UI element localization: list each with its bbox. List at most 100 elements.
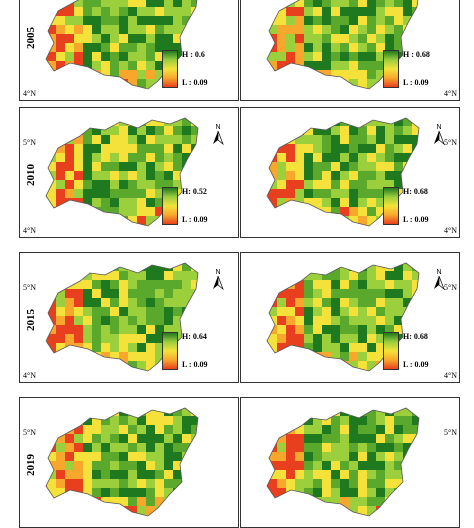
map-cell xyxy=(101,52,110,61)
map-cell xyxy=(304,398,313,407)
map-cell xyxy=(286,470,295,479)
map-cell xyxy=(304,370,313,371)
map-cell xyxy=(430,225,439,234)
map-cell xyxy=(277,452,286,461)
map-cell xyxy=(385,25,394,34)
map-cell xyxy=(439,207,448,216)
map-cell xyxy=(164,398,173,407)
map-cell xyxy=(164,443,173,452)
map-cell xyxy=(412,126,419,135)
map-cell xyxy=(137,144,146,153)
map-cell xyxy=(331,52,340,61)
map-cell xyxy=(394,88,403,89)
map-cell xyxy=(394,7,403,16)
map-cell xyxy=(119,43,128,52)
map-cell xyxy=(277,153,286,162)
map-cell xyxy=(92,316,101,325)
map-cell xyxy=(295,398,304,407)
map-cell xyxy=(448,506,457,515)
map-cell xyxy=(241,16,250,25)
map-cell xyxy=(241,52,250,61)
map-cell xyxy=(322,370,331,371)
map-cell xyxy=(250,452,259,461)
map-cell xyxy=(277,488,286,497)
map-cell xyxy=(403,171,412,180)
map-cell xyxy=(340,118,349,126)
map-cell xyxy=(155,497,164,506)
map-cell xyxy=(74,171,83,180)
map-cell xyxy=(322,461,331,470)
map-cell xyxy=(304,316,313,325)
map-cell xyxy=(164,470,173,479)
map-cell xyxy=(209,153,218,162)
map-cell xyxy=(146,216,155,225)
map-cell xyxy=(83,434,92,443)
map-cell xyxy=(110,43,119,52)
map-cell xyxy=(119,135,128,144)
map-cell xyxy=(46,153,47,162)
map-cell xyxy=(439,316,448,325)
map-cell xyxy=(83,524,92,528)
map-cell xyxy=(47,135,56,144)
map-cell xyxy=(218,334,227,343)
map-cell xyxy=(430,361,439,370)
map-cell xyxy=(56,289,65,298)
map-cell xyxy=(101,461,110,470)
map-cell xyxy=(430,370,439,379)
legend-low-label: L : 0.09 xyxy=(182,215,208,224)
map-cell xyxy=(46,461,47,470)
map-cell xyxy=(340,43,349,52)
map-cell xyxy=(277,497,286,506)
map-cell xyxy=(146,144,155,153)
map-cell xyxy=(403,118,412,126)
map-cell xyxy=(313,234,322,238)
map-cell xyxy=(268,207,277,216)
map-cell xyxy=(385,225,394,226)
map-cell xyxy=(74,7,83,16)
map-cell xyxy=(119,316,128,325)
map-cell xyxy=(155,225,164,226)
map-cell xyxy=(191,126,198,135)
map-cell xyxy=(29,262,38,271)
map-cell xyxy=(268,253,277,262)
map-cell xyxy=(227,506,236,515)
map-cell xyxy=(412,118,419,126)
map-cell xyxy=(439,361,448,370)
map-cell xyxy=(439,298,448,307)
map-cell xyxy=(376,443,385,452)
map-cell xyxy=(173,25,182,34)
map-cell xyxy=(295,25,304,34)
map-cell xyxy=(92,88,101,89)
map-cell xyxy=(457,43,460,52)
map-cell xyxy=(448,325,457,334)
map-cell xyxy=(236,425,239,434)
map-cell xyxy=(173,398,182,407)
map-cell xyxy=(394,43,403,52)
map-cell xyxy=(146,0,155,7)
map-cell xyxy=(250,153,259,162)
map-cell xyxy=(65,253,74,262)
map-cell xyxy=(430,407,439,416)
map-cell xyxy=(421,488,430,497)
map-cell xyxy=(46,370,47,371)
map-cell xyxy=(227,352,236,361)
map-cell xyxy=(47,408,56,416)
map-cell xyxy=(295,515,304,516)
map-cell xyxy=(110,7,119,16)
map-cell xyxy=(236,234,239,238)
map-cell xyxy=(200,425,209,434)
map-cell xyxy=(164,307,173,316)
map-cell xyxy=(267,316,268,325)
map-cell xyxy=(385,370,394,371)
map-cell xyxy=(241,153,250,162)
map-cell xyxy=(376,488,385,497)
map-cell xyxy=(448,271,457,280)
map-cell xyxy=(236,126,239,135)
map-cell xyxy=(421,280,430,289)
map-cell xyxy=(236,416,239,425)
map-cell xyxy=(430,153,439,162)
map-cell xyxy=(227,79,236,88)
map-cell xyxy=(331,398,340,407)
map-cell xyxy=(295,334,304,343)
map-cell xyxy=(349,189,358,198)
